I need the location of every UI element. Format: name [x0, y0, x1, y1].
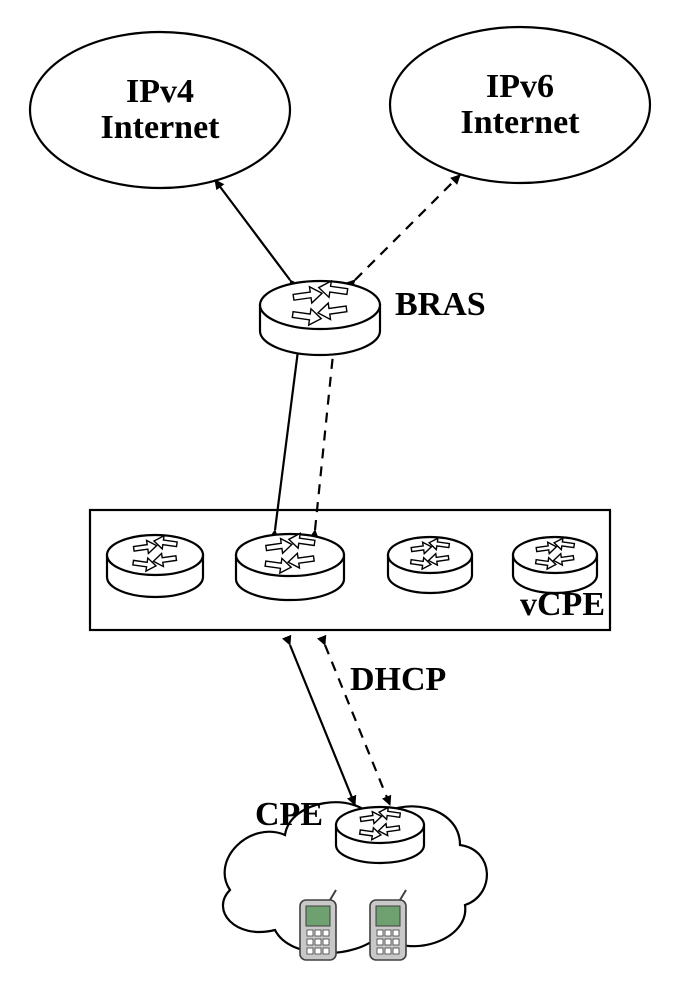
edge-bras-ipv4_cloud	[215, 180, 290, 280]
phone-1	[300, 890, 336, 960]
ipv6-label-1: IPv6	[486, 68, 554, 105]
ipv4-label-1: IPv4	[126, 73, 194, 110]
edge-vcpe2-cpe_left	[290, 645, 355, 805]
edge-bras-ipv6_cloud	[355, 175, 460, 280]
vcpe-label: vCPE	[520, 586, 605, 623]
edge-vcpe2-bras_left	[275, 335, 300, 530]
phone-2	[370, 890, 406, 960]
cpe-label: CPE	[255, 796, 323, 833]
edge-vcpe2-bras_right	[315, 335, 335, 530]
ipv4-label-2: Internet	[101, 109, 221, 146]
vcpe-router-2	[236, 532, 344, 600]
ipv6-label-2: Internet	[461, 104, 581, 141]
bras-router	[260, 279, 380, 355]
vcpe-router-4	[513, 537, 597, 593]
vcpe-router-3	[388, 537, 472, 593]
dhcp-label: DHCP	[350, 661, 446, 698]
bras-label: BRAS	[395, 286, 486, 323]
cpe-router	[336, 806, 424, 863]
vcpe-router-1	[107, 535, 203, 597]
